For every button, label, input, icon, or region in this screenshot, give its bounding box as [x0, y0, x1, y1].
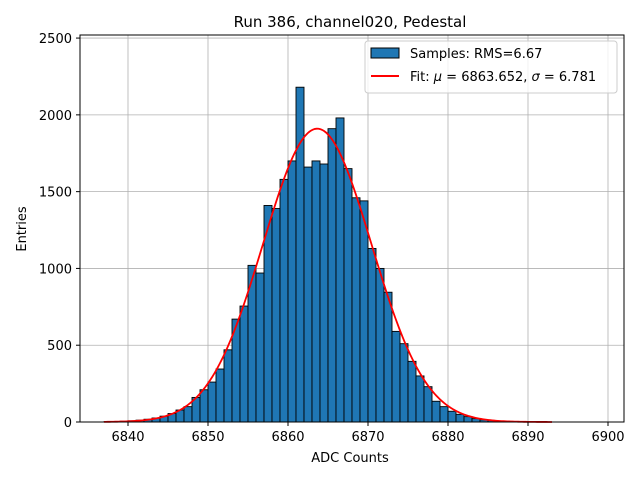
histogram-bar	[223, 349, 233, 423]
fit-curve	[103, 127, 552, 423]
legend-fit-sigma-symbol: σ	[532, 70, 541, 85]
histogram-bar	[447, 410, 457, 423]
histogram-bar	[375, 267, 385, 423]
histogram-bar	[335, 117, 345, 423]
histogram-bar	[271, 208, 281, 423]
y-tick-label: 1500	[39, 186, 72, 201]
legend-samples-swatch	[370, 47, 400, 59]
histogram-bars	[103, 86, 545, 423]
plot-frame	[79, 34, 625, 423]
histogram-bar	[407, 360, 417, 423]
histogram-bar	[351, 197, 361, 423]
histogram-bar	[399, 343, 409, 423]
histogram-bar	[279, 178, 289, 423]
y-axis-label: Entries	[15, 206, 30, 252]
histogram-bar	[303, 166, 313, 423]
histogram-bar	[343, 168, 353, 423]
legend-fit-mu-symbol: μ	[433, 70, 442, 85]
histogram-bar	[455, 413, 465, 423]
legend-fit-prefix: Fit:	[410, 70, 434, 85]
histogram-bar	[359, 200, 369, 423]
histogram-bar	[215, 368, 225, 423]
histogram-bar	[255, 272, 265, 423]
legend-fit-sigma-value: = 6.781	[540, 70, 596, 85]
x-tick-label: 6850	[191, 430, 224, 445]
x-tick-label: 6860	[271, 430, 304, 445]
x-tick-label: 6870	[351, 430, 384, 445]
histogram-bar	[439, 406, 449, 423]
histogram-bar	[327, 128, 337, 423]
x-tick-label: 6890	[511, 430, 544, 445]
histogram-bar	[415, 375, 425, 423]
x-axis-ticks: 6840 6850 6860 6870 6880 6890 6900	[111, 422, 625, 445]
y-axis-ticks: 0 500 1000 1500 2000 2500	[39, 32, 80, 431]
legend-fit-label: Fit: μ = 6863.652, σ = 6.781	[410, 70, 596, 85]
x-tick-label: 6840	[111, 430, 144, 445]
x-tick-label: 6900	[591, 430, 624, 445]
legend-fit-mu-value: = 6863.652,	[442, 70, 531, 85]
y-tick-label: 0	[64, 416, 72, 431]
chart-title: Run 386, channel020, Pedestal	[234, 13, 467, 31]
fit-curve-layer	[103, 127, 552, 423]
x-tick-label: 6880	[431, 430, 464, 445]
histogram-bar	[239, 305, 249, 423]
y-tick-label: 1000	[39, 262, 72, 277]
y-tick-label: 500	[47, 339, 72, 354]
histogram-bar	[391, 330, 401, 423]
histogram-bar	[183, 406, 193, 423]
legend: Samples: RMS=6.67 Fit: μ = 6863.652, σ =…	[364, 40, 618, 94]
histogram-bar	[431, 400, 441, 423]
histogram-bar	[423, 386, 433, 423]
histogram-bar	[383, 291, 393, 423]
histogram-bar	[199, 389, 209, 423]
y-tick-label: 2500	[39, 32, 72, 47]
histogram-bar	[367, 248, 377, 423]
y-tick-label: 2000	[39, 109, 72, 124]
histogram-bar	[311, 160, 321, 423]
x-axis-label: ADC Counts	[311, 451, 389, 466]
legend-box	[364, 40, 618, 94]
legend-samples-label: Samples: RMS=6.67	[410, 47, 542, 62]
histogram-bar	[319, 163, 329, 423]
histogram-bar	[207, 381, 217, 423]
histogram-bar	[287, 160, 297, 423]
